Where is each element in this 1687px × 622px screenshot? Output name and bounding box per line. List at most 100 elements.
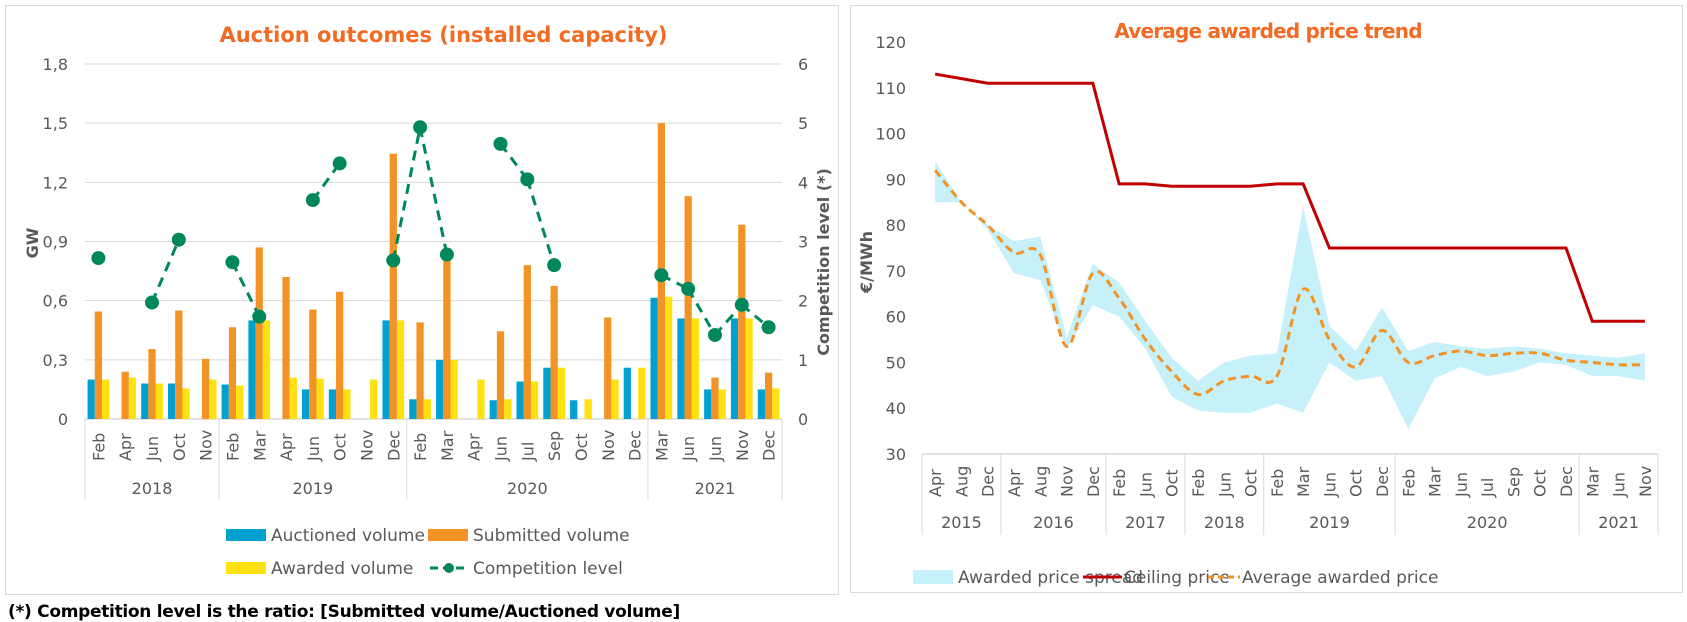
auctioned-bar xyxy=(677,318,685,419)
footnote: (*) Competition level is the ratio: [Sub… xyxy=(8,602,680,622)
auctioned-bar xyxy=(543,367,551,419)
x-tick-label: Nov xyxy=(1636,466,1655,497)
submitted-bar xyxy=(228,327,237,419)
x-group-label: 2016 xyxy=(1033,513,1074,532)
y2-tick-label: 4 xyxy=(798,173,808,192)
x-group-label: 2019 xyxy=(1309,513,1350,532)
x-tick-label: Jun xyxy=(1136,472,1155,498)
awarded-bar xyxy=(718,389,726,419)
ceiling-price-line xyxy=(934,72,1645,323)
y-tick-label: 1,5 xyxy=(43,114,68,133)
competition-point xyxy=(332,156,347,171)
y-tick-label: 100 xyxy=(875,125,906,144)
x-tick-label: Mar xyxy=(652,430,671,461)
auctioned-bar xyxy=(248,320,256,419)
awarded-bar xyxy=(155,383,163,419)
x-group-label: 2017 xyxy=(1125,513,1166,532)
y-tick-label: 40 xyxy=(886,399,906,418)
submitted-bar xyxy=(389,153,397,419)
x-tick-label: Aug xyxy=(952,466,971,497)
x-tick-label: Jun xyxy=(679,436,698,462)
auctioned-bar xyxy=(328,389,337,419)
auctioned-bar xyxy=(409,399,417,419)
legend-swatch xyxy=(226,529,266,541)
x-tick-label: Apr xyxy=(116,433,135,461)
competition-point xyxy=(305,193,320,208)
x-tick-label: Jun xyxy=(304,436,323,462)
x-tick-label: Oct xyxy=(331,433,350,461)
auctioned-bar xyxy=(650,297,658,419)
auctioned-bar xyxy=(221,384,229,419)
competition-line-segment xyxy=(499,142,529,181)
awarded-bar xyxy=(343,389,351,419)
legend-swatch xyxy=(428,529,468,541)
competition-line-segment xyxy=(231,261,261,318)
awarded-bar xyxy=(504,399,512,419)
y2-axis-label: Competition level (*) xyxy=(814,168,833,356)
competition-point xyxy=(707,327,722,342)
y-axis-label: GW xyxy=(23,227,42,258)
legend-marker xyxy=(444,563,454,573)
y-tick-label: 30 xyxy=(886,445,906,464)
x-tick-label: Oct xyxy=(1347,469,1366,497)
x-tick-label: Feb xyxy=(1189,469,1208,497)
submitted-bar xyxy=(282,277,290,419)
competition-point xyxy=(654,268,669,283)
x-tick-label: Dec xyxy=(626,430,645,461)
x-tick-label: Dec xyxy=(1084,466,1103,497)
submitted-bar xyxy=(416,322,424,419)
submitted-bar xyxy=(255,247,263,419)
x-tick-label: Nov xyxy=(197,430,216,461)
legend-label: Competition level xyxy=(473,559,623,579)
x-tick-label: Nov xyxy=(733,430,752,461)
awarded-bar xyxy=(182,388,190,419)
chart-title: Average awarded price trend xyxy=(1114,19,1421,43)
x-tick-label: Mar xyxy=(250,430,269,461)
x-tick-label: Feb xyxy=(1399,469,1418,497)
legend-swatch xyxy=(913,570,953,584)
competition-point xyxy=(520,172,535,187)
x-tick-label: Mar xyxy=(438,430,457,461)
x-tick-label: Dec xyxy=(979,466,998,497)
x-tick-label: Dec xyxy=(1373,466,1392,497)
awarded-bar xyxy=(557,367,565,419)
competition-point xyxy=(547,258,562,273)
x-group-label: 2021 xyxy=(1598,513,1639,532)
legend-label: Awarded volume xyxy=(271,559,413,579)
auctioned-bar xyxy=(302,389,310,419)
competition-line-segment xyxy=(686,288,717,336)
x-group-label: 2019 xyxy=(293,479,334,498)
x-tick-label: Jun xyxy=(706,436,725,462)
competition-point xyxy=(91,251,106,266)
chart-title: Auction outcomes (installed capacity) xyxy=(219,23,667,47)
y-tick-label: 110 xyxy=(875,79,906,98)
competition-line-segment xyxy=(525,178,556,266)
awarded-bar xyxy=(236,385,244,419)
awarded-bar xyxy=(450,359,458,419)
x-tick-label: Dec xyxy=(384,430,403,461)
x-tick-label: Feb xyxy=(223,433,242,461)
submitted-bar xyxy=(684,196,692,419)
x-tick-label: Sep xyxy=(545,431,564,461)
submitted-bar xyxy=(604,317,612,419)
auctioned-bar xyxy=(436,359,444,419)
auctioned-bar xyxy=(704,389,712,419)
average-awarded-price-line xyxy=(933,169,1645,396)
y2-tick-label: 1 xyxy=(798,351,808,370)
x-tick-label: Jun xyxy=(143,436,162,462)
x-tick-label: Sep xyxy=(1504,467,1523,497)
awarded-bar xyxy=(102,379,110,419)
submitted-bar xyxy=(94,311,103,419)
awarded-bar xyxy=(370,379,378,419)
competition-point xyxy=(171,232,186,247)
competition-point xyxy=(386,253,401,268)
x-tick-label: Jul xyxy=(518,442,537,462)
awarded-bar xyxy=(584,399,592,419)
x-group-label: 2015 xyxy=(941,513,982,532)
competition-line-segment xyxy=(150,239,181,304)
competition-point xyxy=(413,120,428,135)
competition-point xyxy=(734,297,749,312)
x-tick-label: Nov xyxy=(1058,466,1077,497)
x-tick-label: Dec xyxy=(1557,466,1576,497)
submitted-bar xyxy=(175,310,183,419)
